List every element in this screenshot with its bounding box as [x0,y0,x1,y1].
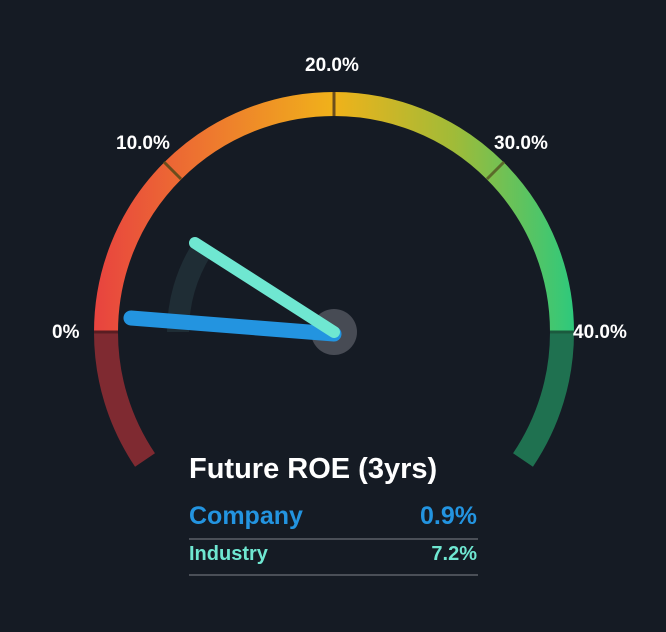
tick-label-10: 10.0% [116,133,170,154]
legend-company-row: Company 0.9% [189,502,477,531]
company-needle [123,310,342,342]
tick-label-40: 40.0% [573,322,627,343]
gauge-tail-left [93,331,156,467]
tick-label-30: 30.0% [494,133,548,154]
industry-label: Industry [189,543,268,565]
tick-label-0: 0% [52,322,80,343]
chart-title: Future ROE (3yrs) [189,453,438,485]
divider [189,538,478,540]
divider [189,574,478,576]
industry-needle [189,237,340,338]
gauge-ticks [94,92,574,334]
gauge-tail-right [512,331,575,467]
company-label: Company [189,502,303,530]
company-value: 0.9% [420,502,477,530]
tick-label-20: 20.0% [305,55,359,76]
legend-industry-row: Industry 7.2% [189,543,477,566]
industry-value: 7.2% [431,543,477,565]
